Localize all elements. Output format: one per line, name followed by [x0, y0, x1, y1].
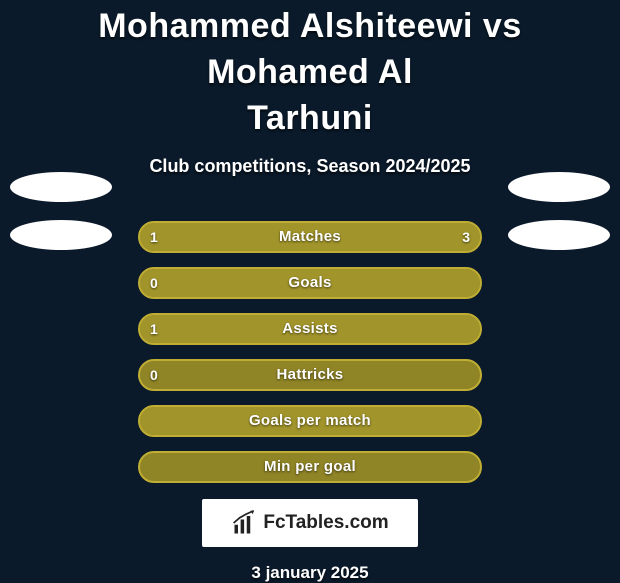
stat-value-left: 1 [150, 223, 158, 251]
logo-box: FcTables.com [202, 499, 418, 547]
stat-row-matches: Matches1 3 [138, 221, 482, 253]
avatar-col-right [508, 172, 610, 250]
avatar-col-left [10, 172, 112, 250]
stat-value-left: 1 [150, 315, 158, 343]
logo-text: FcTables.com [263, 512, 388, 534]
logo-chart-icon [231, 509, 259, 537]
stat-row-goals: Goals0 [138, 267, 482, 299]
title-line1: Mohammed Alshiteewi vs Mohamed Al [98, 7, 522, 91]
avatar-right-1 [508, 220, 610, 250]
stat-label: Goals [140, 269, 480, 297]
stat-value-right: 3 [462, 223, 470, 251]
stat-value-left: 0 [150, 361, 158, 389]
subtitle: Club competitions, Season 2024/2025 [0, 156, 620, 177]
title-line2: Tarhuni [247, 99, 373, 137]
stats-bars: Matches13Goals0Assists1Hattricks0Goals p… [138, 221, 482, 483]
stat-label: Goals per match [140, 407, 480, 435]
stat-label: Matches [140, 223, 480, 251]
stat-row-assists: Assists1 [138, 313, 482, 345]
stat-row-goals-per-match: Goals per match [138, 405, 482, 437]
avatar-left-1 [10, 220, 112, 250]
stat-row-hattricks: Hattricks0 [138, 359, 482, 391]
stat-label: Hattricks [140, 361, 480, 389]
stat-label: Min per goal [140, 453, 480, 481]
stat-row-min-per-goal: Min per goal [138, 451, 482, 483]
stat-value-left: 0 [150, 269, 158, 297]
page-title: Mohammed Alshiteewi vs Mohamed Al Tarhun… [0, 0, 620, 142]
stat-label: Assists [140, 315, 480, 343]
